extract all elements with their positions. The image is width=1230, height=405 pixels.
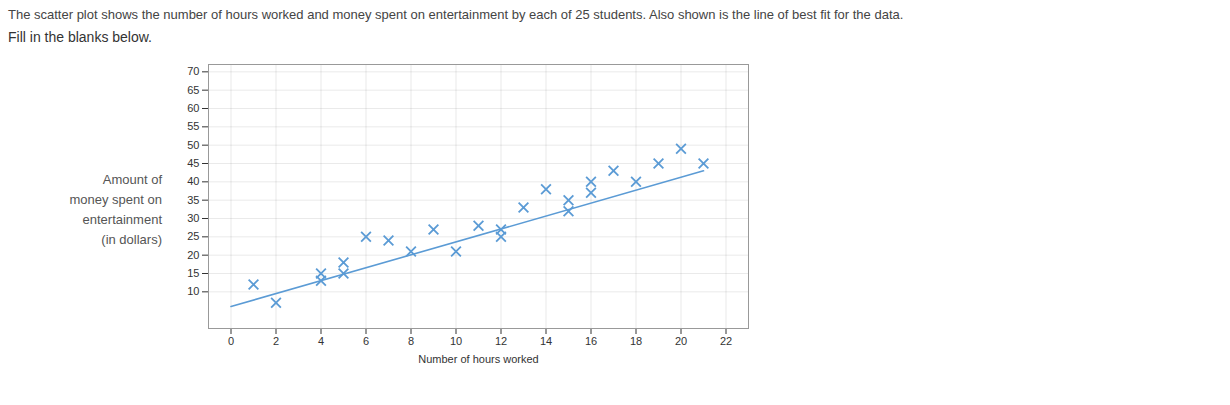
- html-text:Fill in the blanks below.: Fill in the blanks below.: [8, 29, 152, 45]
- svg-text:65: 65: [187, 84, 199, 96]
- svg-text:20: 20: [187, 249, 199, 261]
- svg-text:50: 50: [187, 139, 199, 151]
- html-text:Amount of money spent on enter: Amount of money spent on entertainment (…: [69, 172, 162, 247]
- svg-text:55: 55: [187, 120, 199, 132]
- svg-text:40: 40: [187, 175, 199, 187]
- svg-text:Number of hours worked: Number of hours worked: [418, 353, 538, 365]
- svg-text:10: 10: [187, 285, 199, 297]
- svg-text:14: 14: [540, 335, 552, 347]
- svg-text:0: 0: [228, 335, 234, 347]
- svg-text:10: 10: [450, 335, 462, 347]
- svg-text:22: 22: [720, 335, 732, 347]
- svg-text:4: 4: [318, 335, 324, 347]
- svg-text:2: 2: [273, 335, 279, 347]
- svg-text:35: 35: [187, 194, 199, 206]
- html-text:The scatter plot shows the num: The scatter plot shows the number of hou…: [8, 7, 904, 22]
- svg-text:18: 18: [630, 335, 642, 347]
- svg-text:30: 30: [187, 212, 199, 224]
- svg-text:45: 45: [187, 157, 199, 169]
- svg-text:12: 12: [495, 335, 507, 347]
- svg-text:16: 16: [585, 335, 597, 347]
- svg-text:70: 70: [187, 65, 199, 77]
- svg-text:25: 25: [187, 230, 199, 242]
- svg-text:15: 15: [187, 267, 199, 279]
- svg-text:60: 60: [187, 102, 199, 114]
- svg-text:8: 8: [408, 335, 414, 347]
- svg-text:20: 20: [675, 335, 687, 347]
- svg-text:6: 6: [363, 335, 369, 347]
